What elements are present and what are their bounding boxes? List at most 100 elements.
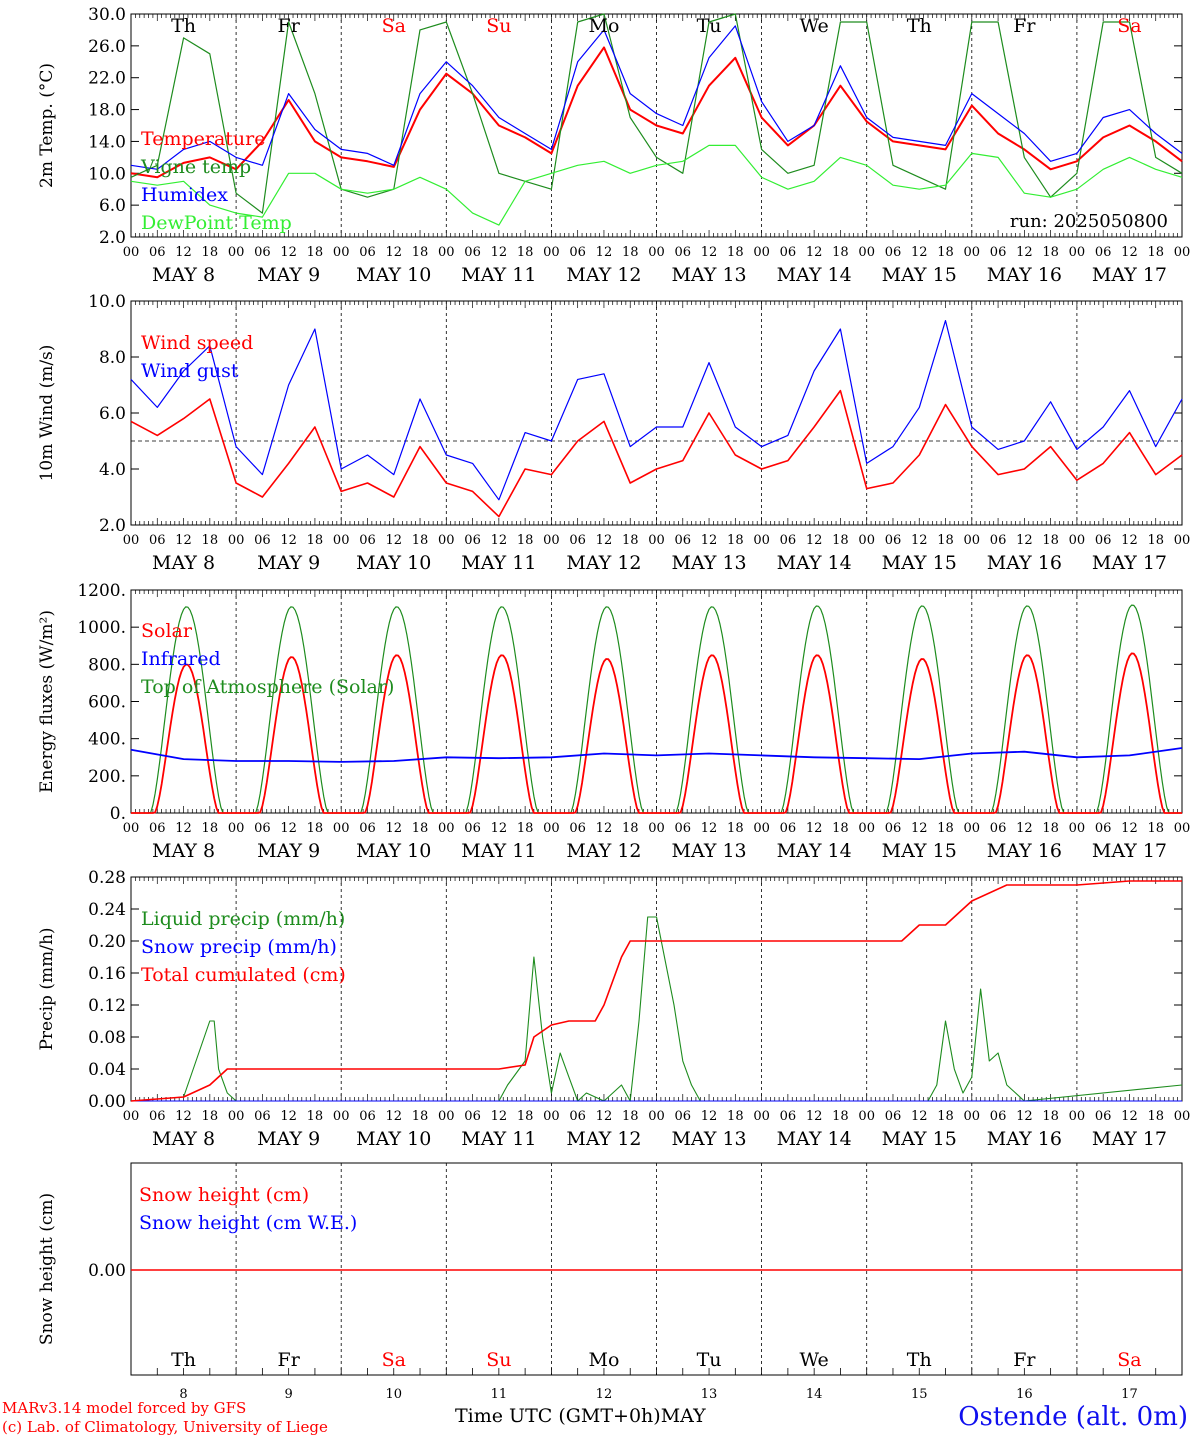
model-credit: MARv3.14 model forced by GFS	[2, 1399, 247, 1417]
hour-tick-label: 12	[1016, 1109, 1033, 1124]
hour-tick-label: 06	[1095, 245, 1112, 260]
date-label: MAY 13	[671, 840, 746, 862]
panel-frame-2	[130, 300, 1183, 526]
hour-tick-label: 12	[1121, 533, 1138, 548]
hour-tick-label: 06	[675, 821, 692, 836]
hour-tick-label: 06	[149, 821, 166, 836]
hour-tick-label: 18	[412, 821, 429, 836]
y-axis-label: Snow height (cm)	[37, 1193, 57, 1345]
hour-tick-label: 06	[675, 245, 692, 260]
day-number-label: 15	[911, 1387, 928, 1402]
date-label: MAY 8	[152, 264, 215, 286]
date-label: MAY 15	[882, 552, 957, 574]
hour-tick-label: 00	[228, 245, 245, 260]
day-number-label: 14	[806, 1387, 823, 1402]
hour-tick-label: 00	[753, 821, 770, 836]
hour-tick-label: 06	[885, 533, 902, 548]
hour-tick-label: 12	[701, 821, 718, 836]
date-label: MAY 12	[566, 840, 641, 862]
hour-tick-label: 12	[596, 245, 613, 260]
hour-tick-label: 06	[990, 533, 1007, 548]
day-abbrev-bottom: Th	[907, 1349, 932, 1371]
y-tick-label: 800.	[88, 655, 126, 675]
hour-tick-label: 06	[149, 1109, 166, 1124]
series-wind-gust	[130, 320, 1183, 501]
hour-tick-label: 12	[280, 821, 297, 836]
hour-tick-label: 00	[964, 1109, 981, 1124]
y-tick-label: 22.0	[88, 69, 126, 89]
hour-tick-label: 18	[622, 821, 639, 836]
date-label: MAY 15	[882, 264, 957, 286]
hour-tick-label: 06	[254, 1109, 271, 1124]
hour-tick-label: 18	[307, 245, 324, 260]
hour-tick-label: 00	[543, 821, 560, 836]
hour-tick-label: 12	[175, 1109, 192, 1124]
y-axis-label: 2m Temp. (°C)	[37, 63, 57, 188]
hour-tick-label: 12	[596, 1109, 613, 1124]
legend-entry: Snow height (cm W.E.)	[139, 1212, 357, 1234]
y-tick-label: 1200.	[77, 581, 126, 601]
series-infrared	[130, 747, 1183, 763]
hour-tick-label: 12	[385, 245, 402, 260]
hour-tick-label: 00	[858, 821, 875, 836]
date-label: MAY 15	[882, 1128, 957, 1150]
hour-tick-label: 06	[990, 1109, 1007, 1124]
hour-tick-label: 00	[1174, 1109, 1191, 1124]
hour-tick-label: 18	[307, 821, 324, 836]
hour-tick-label: 12	[1121, 821, 1138, 836]
hour-tick-label: 06	[780, 1109, 797, 1124]
hour-tick-label: 06	[885, 821, 902, 836]
hour-tick-label: 00	[333, 1109, 350, 1124]
day-abbrev-bottom: Sa	[1117, 1349, 1141, 1371]
hour-tick-label: 00	[333, 533, 350, 548]
hour-tick-label: 18	[1147, 245, 1164, 260]
hour-tick-label: 06	[149, 245, 166, 260]
hour-tick-label: 18	[727, 245, 744, 260]
hour-tick-label: 00	[1069, 1109, 1086, 1124]
x-axis-month: MAY	[660, 1405, 706, 1427]
y-axis-label: Energy fluxes (W/m²)	[37, 610, 57, 793]
day-abbrev-top: Fr	[1013, 15, 1036, 37]
hour-tick-label: 12	[911, 533, 928, 548]
hour-tick-label: 00	[123, 821, 140, 836]
y-axis-label: Precip (mm/h)	[37, 927, 57, 1050]
hour-tick-label: 06	[149, 533, 166, 548]
hour-tick-label: 00	[1069, 245, 1086, 260]
day-abbrev-bottom: Fr	[1013, 1349, 1036, 1371]
hour-tick-label: 12	[491, 821, 508, 836]
legend-entry: DewPoint Temp	[141, 212, 292, 234]
hour-tick-label: 18	[1147, 533, 1164, 548]
legend-entry: Snow height (cm)	[139, 1184, 309, 1206]
day-number-label: 12	[596, 1387, 613, 1402]
hour-tick-label: 12	[701, 533, 718, 548]
series-humidex	[130, 25, 1183, 170]
legend-entry: Infrared	[141, 648, 221, 670]
day-abbrev-top: Mo	[588, 15, 619, 37]
hour-tick-label: 06	[675, 533, 692, 548]
y-tick-label: 26.0	[88, 37, 126, 57]
date-label: MAY 14	[777, 840, 852, 862]
day-abbrev-bottom: Tu	[697, 1349, 722, 1371]
hour-tick-label: 00	[753, 245, 770, 260]
hour-tick-label: 12	[1121, 1109, 1138, 1124]
hour-tick-label: 18	[1147, 1109, 1164, 1124]
y-tick-label: 4.0	[99, 460, 126, 480]
date-label: MAY 10	[356, 840, 431, 862]
hour-tick-label: 18	[1042, 821, 1059, 836]
legend-entry: Solar	[141, 620, 193, 642]
hour-tick-label: 12	[385, 821, 402, 836]
hour-tick-label: 06	[464, 245, 481, 260]
hour-tick-label: 18	[517, 245, 534, 260]
hour-tick-label: 18	[727, 1109, 744, 1124]
hour-tick-label: 00	[228, 821, 245, 836]
y-tick-label: 400.	[88, 730, 126, 750]
day-abbrev-top: We	[800, 15, 829, 37]
hour-tick-label: 18	[412, 245, 429, 260]
hour-tick-label: 12	[491, 245, 508, 260]
hour-tick-label: 00	[333, 821, 350, 836]
day-abbrev-bottom: We	[800, 1349, 829, 1371]
date-label: MAY 9	[257, 1128, 320, 1150]
date-label: MAY 17	[1092, 552, 1167, 574]
hour-tick-label: 00	[438, 245, 455, 260]
date-label: MAY 11	[461, 552, 536, 574]
